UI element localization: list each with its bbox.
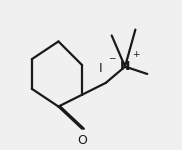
Text: O: O bbox=[77, 134, 87, 147]
Text: N: N bbox=[120, 60, 130, 73]
Text: +: + bbox=[132, 50, 139, 59]
Text: I: I bbox=[99, 61, 102, 75]
Text: −: − bbox=[108, 53, 116, 62]
